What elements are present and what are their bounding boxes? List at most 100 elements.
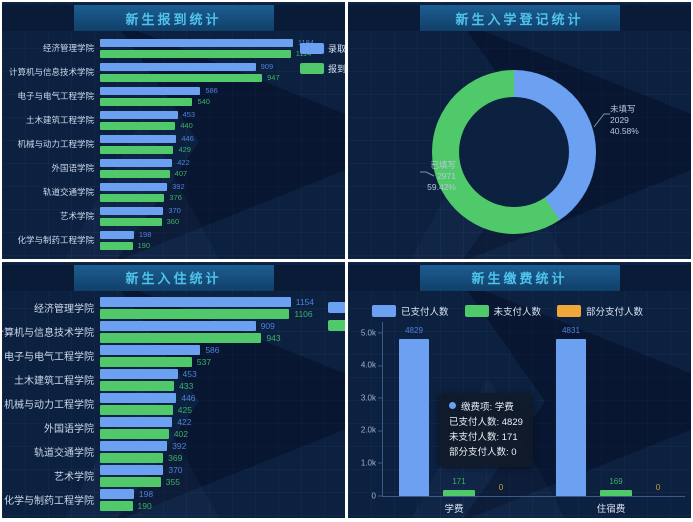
green-bar[interactable]: [100, 428, 169, 439]
bar-row: 土木建筑工程学院 453 433: [2, 368, 345, 392]
value-label: 198: [138, 230, 152, 239]
green-bar[interactable]: [100, 332, 262, 343]
y-axis-tick: 1.0k: [361, 458, 383, 467]
legend-item-1[interactable]: [328, 301, 345, 313]
legend-item-partial[interactable]: 部分支付人数: [557, 304, 643, 318]
unpaid-bar[interactable]: [443, 489, 475, 496]
value-label: 4831: [562, 325, 580, 335]
bar-row: 电子与电气工程学院 586 540: [2, 84, 345, 108]
legend-swatch-blue: [300, 43, 324, 54]
green-bar[interactable]: [100, 73, 263, 82]
green-bar[interactable]: [100, 121, 176, 130]
blue-bar[interactable]: [100, 440, 168, 451]
blue-bar[interactable]: [100, 110, 178, 119]
legend-label: 已支付人数: [401, 306, 449, 318]
panel-title: 新生缴费统计: [471, 271, 568, 286]
bar-pair: 909 943: [100, 320, 314, 344]
green-bar[interactable]: [100, 145, 174, 154]
blue-bar[interactable]: [100, 38, 293, 47]
green-bar[interactable]: [100, 380, 175, 391]
bar-line: 947: [100, 72, 314, 83]
bar-line: 537: [100, 356, 314, 368]
value-label: 537: [196, 356, 212, 367]
green-bar[interactable]: [100, 308, 290, 319]
green-bar[interactable]: [100, 169, 170, 178]
blue-bar[interactable]: [100, 62, 256, 71]
bar-line: 433: [100, 380, 314, 392]
bar-pair: 392 369: [100, 440, 314, 464]
bar-line: 943: [100, 332, 314, 344]
green-bar[interactable]: [100, 356, 192, 367]
panel-title: 新生报到统计: [125, 11, 222, 27]
blue-bar[interactable]: [100, 182, 168, 191]
bar-line: 355: [100, 476, 314, 488]
bar-line: 392: [100, 181, 314, 192]
legend-item-2[interactable]: [328, 319, 345, 331]
blue-bar[interactable]: [100, 206, 164, 215]
blue-bar[interactable]: [100, 344, 201, 355]
panel-title: 新生入住统计: [125, 271, 222, 286]
hbar-chart: 经济管理学院11841114计算机与信息技术学院909947电子与电气工程学院5…: [2, 36, 345, 252]
blue-bar[interactable]: [100, 488, 134, 499]
bar-pair: 198 190: [100, 229, 314, 251]
bar-line: 198: [100, 229, 314, 240]
panel-title-bar: 新生入住统计: [2, 264, 345, 291]
green-bar[interactable]: [100, 49, 291, 58]
green-bar[interactable]: [100, 217, 162, 226]
bar-line: 540: [100, 96, 314, 107]
bar-pair: 446 425: [100, 392, 314, 416]
green-bar[interactable]: [100, 452, 164, 463]
blue-bar[interactable]: [100, 158, 173, 167]
green-bar[interactable]: [100, 97, 193, 106]
chart-legend: 录取 报到: [300, 42, 345, 75]
blue-bar[interactable]: [100, 134, 177, 143]
category-label: 计算机与信息技术学院: [8, 67, 94, 77]
paid-bar[interactable]: [399, 338, 429, 496]
blue-bar[interactable]: [100, 368, 178, 379]
legend-item-admitted[interactable]: 录取: [300, 42, 345, 55]
value-label: 540: [197, 97, 210, 106]
value-label: 407: [174, 169, 188, 178]
blue-bar[interactable]: [100, 392, 177, 403]
chart-tooltip: 缴费项: 学费 已支付人数: 4829 未支付人数: 171 部分支付人数: 0: [439, 392, 533, 467]
blue-bar[interactable]: [100, 416, 173, 427]
bar-row: 轨道交通学院 392 369: [2, 440, 345, 464]
bar-pair: 446 429: [100, 133, 314, 155]
category-label: 轨道交通学院: [34, 448, 94, 459]
bar-row: 轨道交通学院 392 376: [2, 180, 345, 204]
legend-item-reported[interactable]: 报到: [300, 62, 345, 75]
legend-item-unpaid[interactable]: 未支付人数: [464, 304, 542, 318]
value-label: 4829: [405, 325, 423, 335]
bar-pair: 392 376: [100, 181, 314, 203]
blue-bar[interactable]: [100, 230, 134, 239]
value-label: 586: [205, 86, 218, 95]
bar-row: 土木建筑工程学院 453 440: [2, 108, 345, 132]
paid-bar[interactable]: [556, 338, 586, 496]
blue-bar[interactable]: [100, 464, 164, 475]
bar-pair: 586 537: [100, 344, 314, 368]
bar-row: 经济管理学院 11841114: [2, 36, 345, 60]
blue-bar[interactable]: [100, 320, 256, 331]
green-bar[interactable]: [100, 476, 161, 487]
green-bar[interactable]: [100, 500, 133, 511]
value-label: 586: [205, 344, 220, 355]
bar-line: 392: [100, 440, 314, 452]
hbar-chart: 经济管理学院 1154 1106 计算机与信息技术学院 909 943 电子与电气工程学院 5…: [2, 296, 345, 512]
unpaid-bar[interactable]: [600, 489, 632, 496]
category-label: 外国语学院: [51, 163, 94, 173]
bar-line: 909: [100, 320, 314, 332]
green-bar[interactable]: [100, 193, 165, 202]
legend-label: 未支付人数: [493, 306, 542, 318]
bar-line: 407: [100, 168, 314, 179]
bar-line: 453: [100, 109, 314, 120]
bar-line: 440: [100, 120, 314, 131]
green-bar[interactable]: [100, 241, 133, 250]
green-bar[interactable]: [100, 404, 173, 415]
blue-bar[interactable]: [100, 296, 291, 307]
legend-item-paid[interactable]: 已支付人数: [372, 304, 449, 318]
value-label: 446: [181, 392, 196, 403]
bar-pair: 370 360: [100, 205, 314, 227]
legend-label: 部分支付人数: [586, 306, 644, 318]
value-label: 360: [166, 217, 180, 226]
blue-bar[interactable]: [100, 86, 201, 95]
